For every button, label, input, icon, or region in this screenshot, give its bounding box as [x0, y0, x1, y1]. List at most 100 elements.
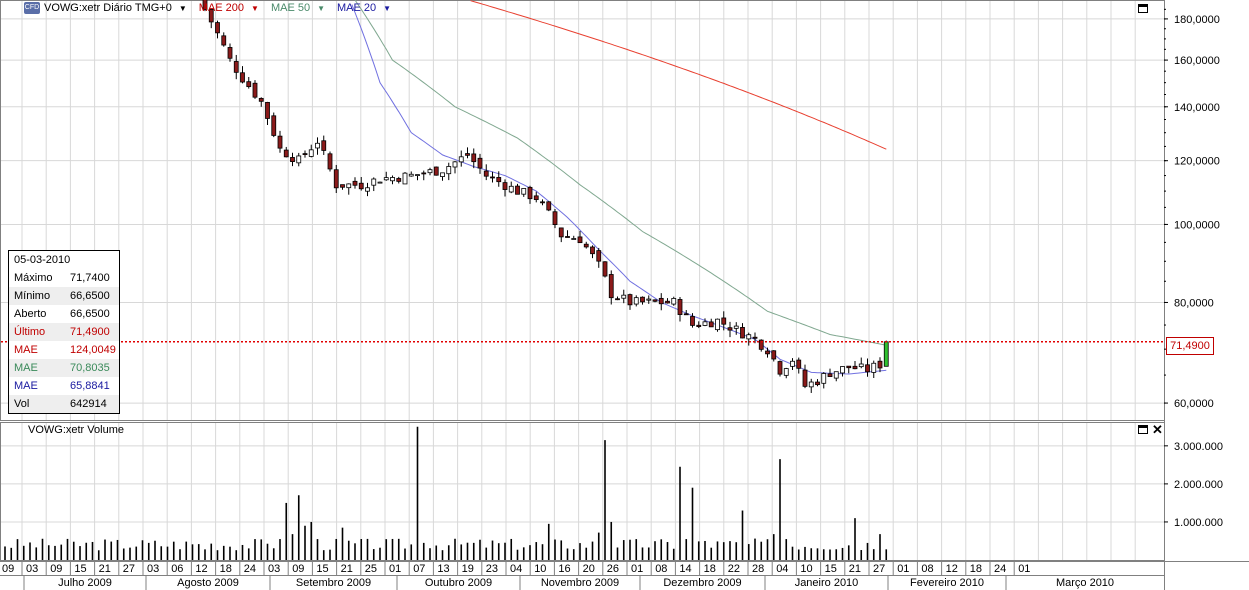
candle-body — [308, 149, 314, 157]
date-day-label: 08 — [655, 563, 667, 575]
candle-body — [271, 115, 277, 136]
candle-body — [571, 238, 577, 240]
date-month-label: Novembro 2009 — [541, 577, 619, 589]
info-row-high: Máximo 71,7400 — [14, 272, 110, 284]
date-day-label: 09 — [292, 563, 304, 575]
date-month-label: Dezembro 2009 — [663, 577, 741, 589]
candle-body — [546, 201, 552, 211]
candle-body — [427, 169, 433, 174]
symbol-dropdown-icon[interactable]: ▼ — [178, 3, 187, 13]
ma50-line — [354, 0, 887, 346]
price-tick-label: 100,0000 — [1174, 219, 1220, 231]
candle-body — [702, 321, 708, 326]
candle-body — [477, 157, 483, 169]
candle-body — [371, 178, 377, 186]
candle-body — [346, 183, 352, 189]
candle-body — [871, 362, 877, 373]
volume-tick-label: 3.000.000 — [1174, 441, 1223, 453]
date-month-label: Julho 2009 — [58, 577, 112, 589]
candle-body — [708, 321, 714, 328]
date-day-label: 08 — [921, 563, 933, 575]
date-day-label: 16 — [558, 563, 570, 575]
candle-body — [433, 166, 439, 176]
date-day-label: 06 — [171, 563, 183, 575]
candle-body — [771, 350, 777, 360]
date-day-label: 24 — [244, 563, 256, 575]
candle-body — [290, 157, 295, 163]
volume-tick-label: 1.000.000 — [1174, 517, 1223, 529]
date-day-label: 01 — [631, 563, 643, 575]
candle-body — [783, 368, 789, 376]
candle-body — [683, 313, 689, 316]
candle-body — [815, 381, 820, 386]
candle-body — [265, 101, 270, 119]
volume-tick-label: 2.000.000 — [1174, 479, 1223, 491]
date-day-label: 10 — [534, 563, 546, 575]
candle-body — [646, 298, 652, 301]
date-day-label: 18 — [970, 563, 982, 575]
study-ma50-dropdown-icon[interactable]: ▼ — [317, 3, 326, 13]
info-row-open: Aberto 66,6500 — [14, 308, 110, 320]
study-ma200-dropdown-icon[interactable]: ▼ — [251, 3, 259, 13]
candle-body — [640, 296, 645, 303]
info-date: 05-03-2010 — [14, 254, 71, 266]
price-tick-label: 140,0000 — [1174, 102, 1220, 114]
candle-body — [565, 236, 570, 238]
cfd-logo-icon: CFD — [24, 2, 40, 14]
study-ma200-label[interactable]: MAE 200 — [198, 2, 245, 14]
date-day-label: 15 — [74, 563, 86, 575]
date-day-label: 21 — [99, 563, 111, 575]
date-day-label: 27 — [123, 563, 135, 575]
candle-body — [490, 176, 495, 179]
study-ma20-label[interactable]: MAE 20 — [337, 2, 377, 14]
candle-body — [415, 174, 420, 176]
last-price-tag: 71,4900 — [1166, 337, 1214, 355]
candle-body — [777, 361, 783, 375]
candle-body — [471, 153, 477, 163]
candle-body — [758, 339, 764, 350]
date-day-label: 25 — [365, 563, 377, 575]
candle-body — [533, 195, 539, 200]
info-row-last: Último 71,4900 — [9, 323, 119, 341]
candle-body — [846, 365, 852, 369]
candle-body — [852, 365, 858, 370]
price-tick-label: 80,0000 — [1174, 297, 1214, 309]
candle-body — [671, 298, 677, 305]
price-panel-maximize-icon[interactable] — [1138, 4, 1148, 13]
candle-body — [715, 318, 720, 331]
candle-body — [383, 177, 389, 181]
study-ma50-label[interactable]: MAE 50 — [270, 2, 311, 14]
candle-body — [796, 359, 802, 369]
study-ma20-dropdown-icon[interactable]: ▼ — [383, 3, 392, 13]
candle-body — [302, 153, 308, 155]
date-day-label: 04 — [510, 563, 522, 575]
date-day-label: 21 — [341, 563, 353, 575]
candle-body — [227, 47, 233, 59]
volume-panel-title: VOWG:xetr Volume — [28, 424, 124, 436]
date-month-label: Janeiro 2010 — [795, 577, 859, 589]
date-day-label: 03 — [26, 563, 38, 575]
candle-body — [665, 300, 670, 304]
candle-body — [483, 170, 489, 177]
candle-body — [746, 334, 752, 340]
candle-body — [527, 186, 533, 200]
date-day-label: 01 — [897, 563, 909, 575]
candle-body — [258, 97, 264, 102]
date-month-label: Setembro 2009 — [296, 577, 371, 589]
volume-panel-maximize-icon[interactable] — [1138, 425, 1148, 434]
date-day-label: 24 — [994, 563, 1006, 575]
date-day-label: 07 — [413, 563, 425, 575]
candle-body — [733, 325, 739, 329]
candle-body — [583, 243, 589, 248]
symbol-label[interactable]: VOWG:xetr Diário TMG+0 — [44, 2, 172, 14]
info-box: 05-03-2010 Máximo 71,7400 Mínimo 66,6500 A… — [8, 250, 120, 414]
candle-body — [590, 246, 595, 255]
date-day-label: 20 — [583, 563, 595, 575]
date-month-label: Agosto 2009 — [177, 577, 239, 589]
candle-body — [246, 81, 252, 88]
volume-panel-close-icon[interactable]: ✕ — [1152, 422, 1163, 437]
candle-body — [596, 250, 602, 262]
candle-body — [502, 182, 508, 190]
date-day-label: 04 — [776, 563, 788, 575]
